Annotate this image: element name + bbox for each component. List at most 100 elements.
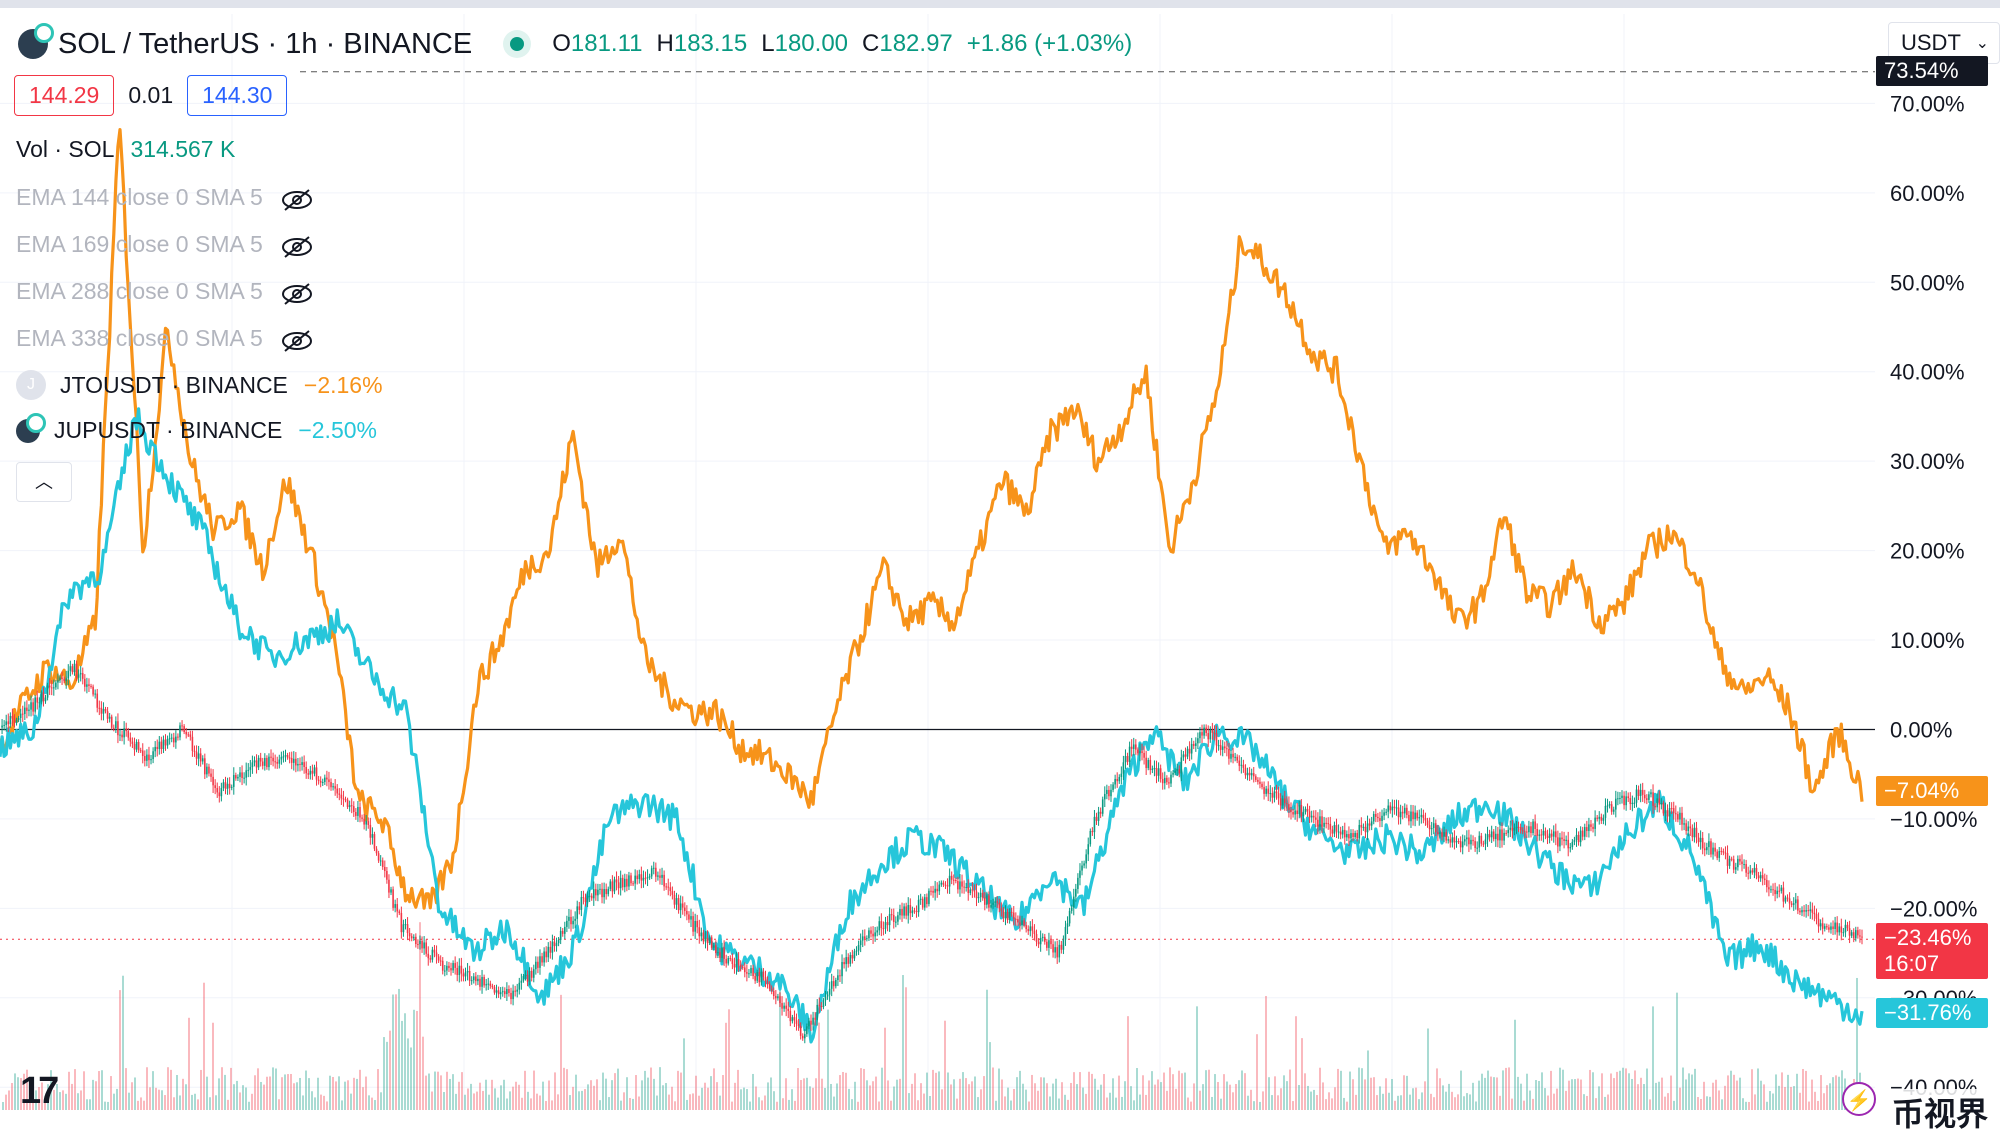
sol-candle <box>762 971 765 977</box>
low-label: L <box>761 30 775 57</box>
sol-candle <box>280 756 283 760</box>
volume-bar <box>110 1076 112 1110</box>
sol-candle <box>1770 889 1772 891</box>
volume-bar <box>56 1083 58 1110</box>
sol-candle <box>1445 832 1447 841</box>
sol-candle <box>247 769 250 771</box>
sol-candle <box>1679 812 1681 820</box>
symbol-title[interactable]: SOL / TetherUS · 1h · BINANCE <box>58 27 473 60</box>
sol-candle <box>1120 773 1123 777</box>
eye-off-icon[interactable] <box>281 188 312 211</box>
volume-bar <box>155 1087 157 1110</box>
eye-off-icon[interactable] <box>281 235 312 258</box>
eye-off-icon[interactable] <box>281 282 312 305</box>
sol-candle <box>1199 732 1201 739</box>
sol-candle <box>28 709 30 711</box>
open-label: O <box>552 30 571 57</box>
sol-candle <box>1408 814 1410 822</box>
volume-bar <box>1214 1074 1216 1110</box>
sol-candle <box>1215 732 1218 746</box>
volume-bar <box>1835 1075 1837 1110</box>
sol-candle <box>810 1020 812 1025</box>
volume-bar <box>1292 1101 1294 1110</box>
sol-candle <box>450 968 452 971</box>
sol-candle <box>481 976 483 987</box>
indicator-ema-144[interactable]: EMA 144 close 0 SMA 5 <box>16 184 312 211</box>
compare-jto[interactable]: J JTOUSDT · BINANCE −2.16% <box>16 370 383 400</box>
sol-candle <box>1443 832 1445 837</box>
indicator-ema-338[interactable]: EMA 338 close 0 SMA 5 <box>16 325 312 352</box>
sell-price-button[interactable]: 144.29 <box>14 75 115 116</box>
sol-candle <box>1420 814 1423 817</box>
volume-bar <box>194 1093 196 1110</box>
sol-candle <box>1741 861 1743 865</box>
sol-candle <box>568 916 570 921</box>
sol-candle <box>586 896 589 903</box>
sol-candle <box>1192 743 1195 746</box>
sol-candle <box>1631 802 1634 805</box>
sol-candle <box>429 958 432 960</box>
volume-bar <box>1190 1101 1192 1110</box>
sol-candle <box>96 693 99 708</box>
collapse-legend-button[interactable]: ︿ <box>16 462 72 502</box>
volume-legend[interactable]: Vol · SOL 314.567 K <box>16 136 235 163</box>
volume-bar <box>593 1085 595 1110</box>
sol-candle <box>1325 822 1327 824</box>
sol-candle <box>1480 835 1483 844</box>
sol-candle <box>1635 789 1638 803</box>
volume-bar <box>995 1100 997 1110</box>
volume-bar <box>1088 1071 1090 1110</box>
indicator-ema-169[interactable]: EMA 169 close 0 SMA 5 <box>16 231 312 258</box>
volume-bar <box>1451 1091 1453 1110</box>
sol-candle <box>1377 816 1379 819</box>
volume-bar <box>407 1038 409 1110</box>
sol-candle <box>1834 922 1836 930</box>
volume-bar <box>1373 1077 1375 1110</box>
volume-bar <box>1001 1079 1003 1110</box>
volume-bar <box>935 1072 937 1110</box>
volume-bar <box>1598 1086 1600 1110</box>
indicator-label: EMA 144 close 0 SMA 5 <box>16 184 263 210</box>
sol-candle <box>1035 934 1038 942</box>
sol-candle <box>1768 887 1770 890</box>
volume-bar <box>704 1082 706 1110</box>
sol-candle <box>104 709 107 712</box>
volume-bar <box>1817 1100 1819 1110</box>
sol-candle <box>1548 833 1551 838</box>
indicator-ema-288[interactable]: EMA 288 close 0 SMA 5 <box>16 278 312 305</box>
sol-candle <box>150 759 152 761</box>
volume-bar <box>893 1086 895 1110</box>
volume-bar <box>572 1086 574 1110</box>
sol-candle <box>386 871 388 880</box>
sol-candle <box>361 817 363 819</box>
sol-candle <box>702 932 705 942</box>
sol-candle <box>1457 841 1460 843</box>
sol-candle <box>1401 811 1404 814</box>
sol-candle <box>24 707 26 715</box>
lightning-icon[interactable]: ⚡ <box>1842 1082 1876 1116</box>
buy-price-button[interactable]: 144.30 <box>187 75 288 116</box>
sol-candle <box>1259 781 1261 784</box>
sol-candle <box>270 756 272 758</box>
sol-candle <box>830 981 833 989</box>
sol-candle <box>886 922 889 926</box>
compare-jup[interactable]: JUPUSDT · BINANCE −2.50% <box>16 412 377 444</box>
volume-bar <box>1730 1070 1732 1110</box>
volume-bar <box>1649 1099 1651 1110</box>
sol-candle <box>1250 773 1253 776</box>
sol-candle <box>1474 841 1476 849</box>
volume-bar <box>821 1078 823 1110</box>
volume-bar <box>1646 1068 1648 1110</box>
sol-candle <box>1019 922 1021 925</box>
sol-candle <box>1087 844 1090 855</box>
sol-candle <box>1534 821 1536 830</box>
volume-bar <box>1577 1078 1579 1110</box>
sol-candle <box>1300 804 1303 817</box>
volume-bar <box>146 1067 148 1110</box>
volume-bar <box>167 1067 169 1110</box>
eye-off-icon[interactable] <box>281 329 312 352</box>
sol-candle <box>433 949 436 953</box>
sol-candle <box>1623 795 1625 806</box>
tradingview-logo-icon[interactable]: 17 <box>20 1070 59 1112</box>
